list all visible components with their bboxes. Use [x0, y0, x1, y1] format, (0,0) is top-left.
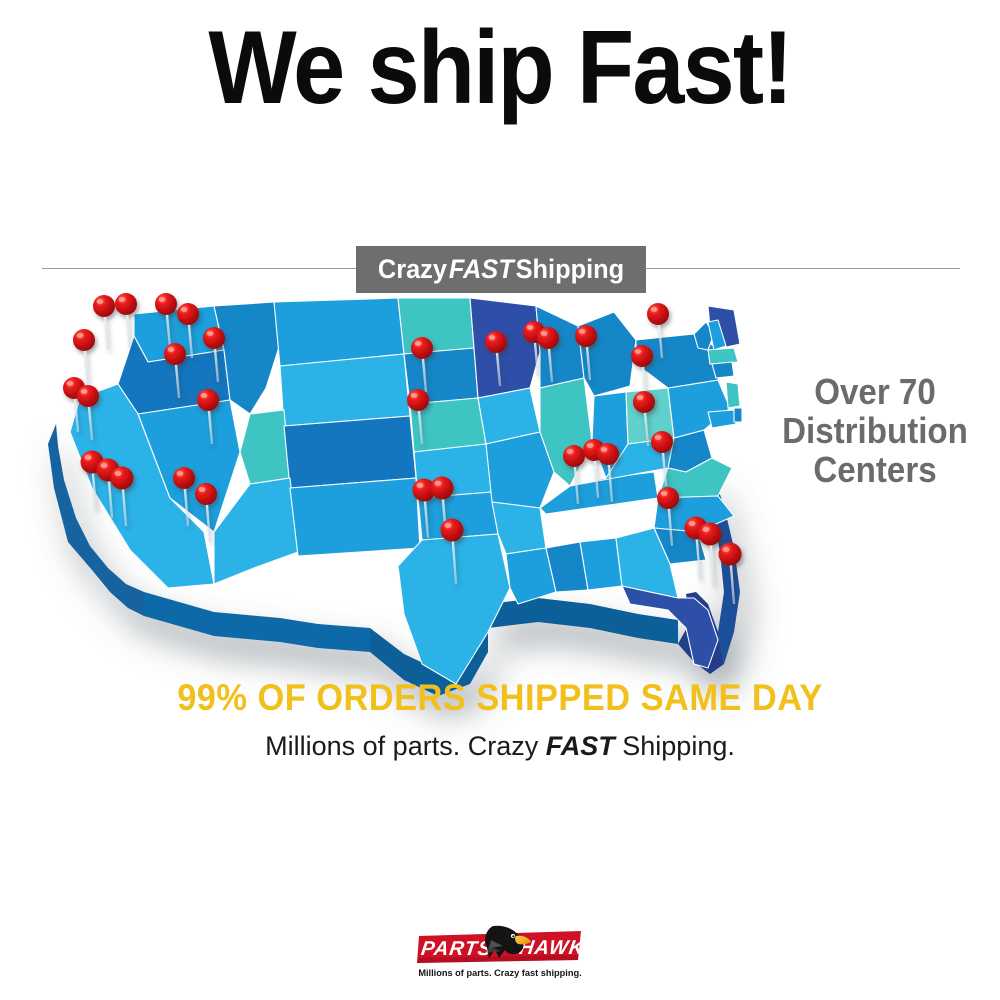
- map-states: [69, 297, 743, 685]
- logo-tagline: Millions of parts. Crazy fast shipping.: [418, 968, 582, 979]
- state-ND: [397, 297, 475, 355]
- state-NM: [289, 477, 421, 557]
- state-WY: [279, 353, 411, 427]
- pin-marker: [631, 345, 653, 401]
- us-distribution-map: [18, 292, 778, 696]
- same-day-shipping-headline: 99% OF ORDERS SHIPPED SAME DAY: [177, 677, 823, 718]
- state-TX: [397, 533, 511, 685]
- hawk-head-icon: [485, 925, 531, 958]
- state-CO: [283, 415, 417, 489]
- pin-marker: [485, 331, 507, 387]
- state-LA: [505, 547, 557, 605]
- map-pins: [63, 293, 742, 605]
- callout-line-2: Distribution: [782, 410, 968, 451]
- pin-marker: [563, 445, 585, 505]
- pin-marker: [203, 327, 225, 383]
- pin-marker: [195, 483, 217, 543]
- state-TN: [539, 471, 659, 515]
- pin-marker: [93, 295, 115, 351]
- logo-word-left: PARTS: [420, 938, 494, 960]
- subtitle-prefix: Millions of parts. Crazy: [265, 731, 539, 761]
- pin-marker: [155, 293, 177, 349]
- state-FL: [621, 585, 719, 669]
- pin-marker: [575, 325, 597, 381]
- logo-mark: PARTS HAWK: [417, 925, 585, 963]
- pin-marker: [633, 391, 655, 447]
- state-DE: [733, 407, 743, 423]
- subtitle-emphasis: FAST: [545, 731, 615, 761]
- state-UT: [239, 409, 291, 485]
- pin-marker: [718, 542, 742, 605]
- pin-marker: [197, 389, 219, 445]
- promo-subtitle: Millions of parts. Crazy FAST Shipping.: [0, 730, 1000, 762]
- pin-marker: [597, 443, 619, 503]
- state-NJ: [725, 381, 741, 409]
- state-MD: [707, 409, 737, 429]
- pin-marker: [110, 466, 134, 527]
- page-title: We ship Fast!: [208, 10, 793, 126]
- pin-marker: [440, 518, 464, 585]
- pin-marker: [537, 327, 559, 383]
- badge-suffix: Shipping: [515, 254, 625, 284]
- pin-marker: [173, 467, 195, 527]
- callout-line-1: Over 70: [814, 371, 936, 412]
- pin-marker: [698, 522, 722, 587]
- pin-marker: [407, 389, 429, 445]
- callout-line-3: Centers: [813, 449, 937, 490]
- state-CT: [711, 361, 735, 379]
- state-MA: [707, 347, 739, 365]
- pin-marker: [73, 329, 95, 385]
- crazy-fast-shipping-badge: CrazyFASTShipping: [356, 246, 646, 293]
- distribution-centers-callout: Over 70 Distribution Centers: [771, 372, 979, 489]
- pin-marker: [412, 478, 436, 539]
- parts-hawk-logo[interactable]: PARTS HAWK Millions of parts. Crazy fast…: [415, 922, 585, 984]
- state-PA: [667, 379, 731, 439]
- state-NH: [707, 319, 727, 351]
- state-MO: [485, 431, 555, 509]
- logo-word-right: HAWK: [518, 937, 585, 959]
- pin-marker: [647, 303, 669, 359]
- badge-label: CrazyFASTShipping: [378, 256, 624, 283]
- pin-marker: [77, 385, 99, 441]
- pin-marker: [164, 343, 186, 399]
- subtitle-suffix: Shipping.: [622, 731, 735, 761]
- pin-marker: [411, 337, 433, 393]
- badge-emphasis: FAST: [448, 254, 514, 284]
- badge-prefix: Crazy: [377, 254, 447, 284]
- pin-marker: [657, 487, 679, 547]
- map-svg: [48, 293, 743, 696]
- pin-marker: [177, 303, 199, 359]
- pin-marker: [651, 431, 673, 487]
- state-GA: [615, 527, 679, 599]
- logo-banner-shade: [417, 955, 578, 963]
- pin-marker: [115, 293, 137, 349]
- state-AL: [579, 537, 623, 591]
